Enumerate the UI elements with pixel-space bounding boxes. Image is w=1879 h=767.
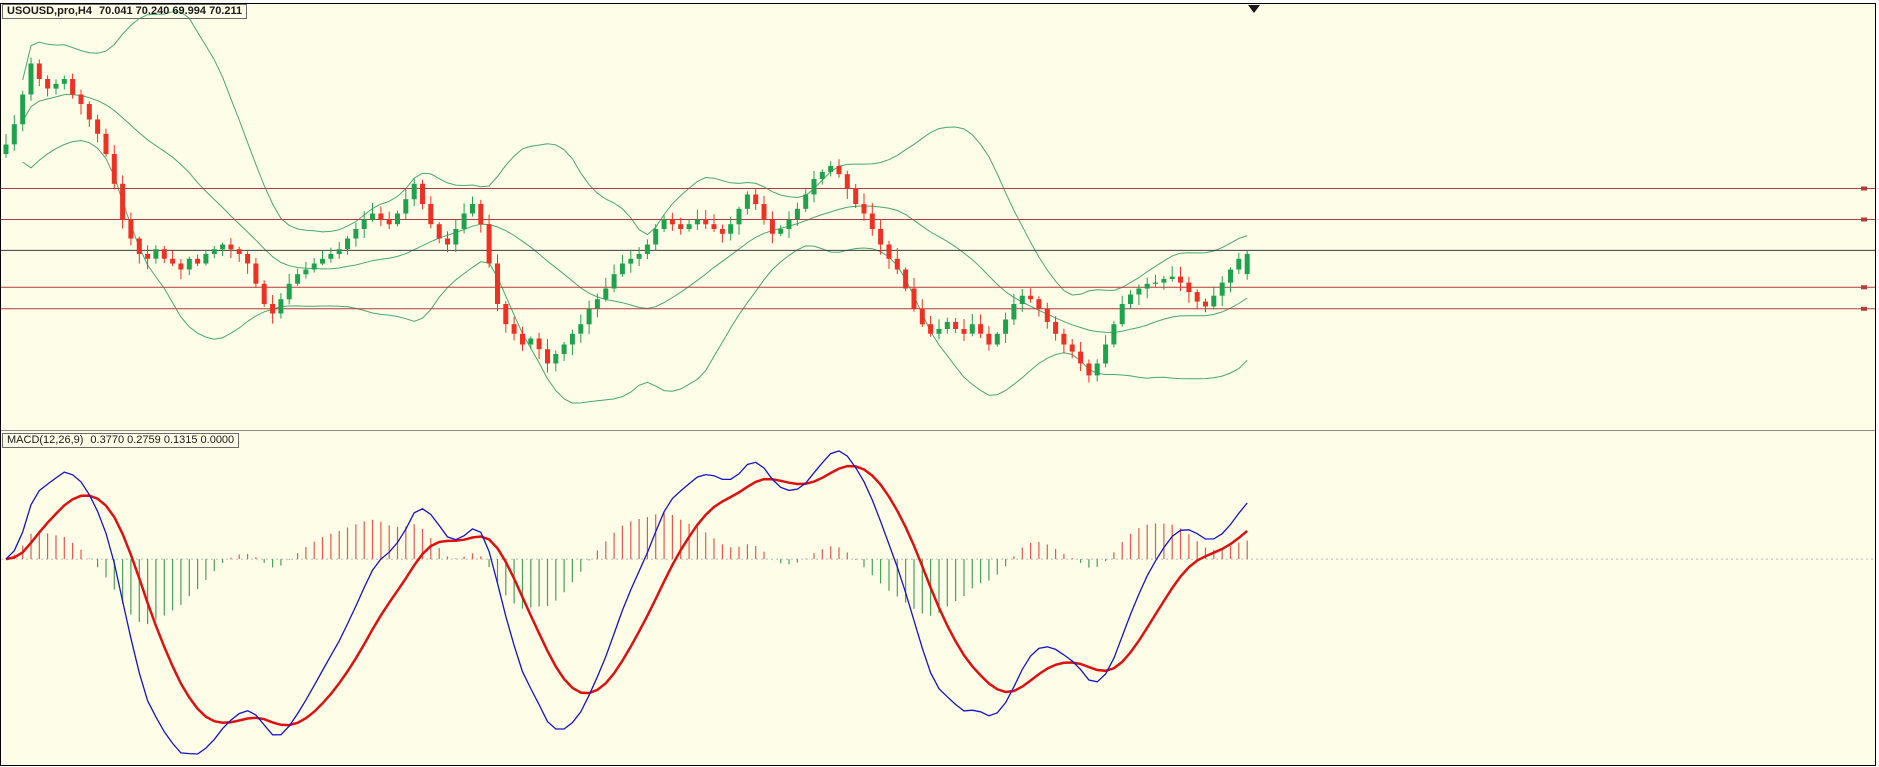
panel-resize-divider[interactable]	[1, 430, 1875, 431]
macd-values: 0.3770 0.2759 0.1315 0.0000	[90, 434, 235, 446]
symbol-ohlc-label: USOUSD,pro,H4 70.041 70.240 69.994 70.211	[2, 4, 248, 19]
bollinger-bands	[22, 11, 1248, 404]
macd-lines	[5, 450, 1249, 755]
level-right-marker	[1861, 186, 1867, 191]
candles	[3, 57, 1250, 383]
price-chart-canvas[interactable]	[1, 4, 1875, 765]
macd-name: MACD(12,26,9)	[7, 434, 84, 446]
macd-signal-line	[5, 464, 1249, 727]
symbol-name: USOUSD,pro,H4	[7, 5, 92, 17]
macd-main-line	[5, 450, 1248, 755]
chart-frame: USOUSD,pro,H4 70.041 70.240 69.994 70.211…	[0, 3, 1876, 766]
ohlc-values: 70.041 70.240 69.994 70.211	[98, 5, 243, 17]
macd-histogram	[13, 512, 1248, 625]
level-right-marker	[1861, 217, 1867, 222]
chart-shift-marker-icon[interactable]	[1248, 5, 1260, 13]
level-lines	[1, 186, 1875, 311]
level-right-marker	[1861, 306, 1867, 311]
level-right-marker	[1861, 285, 1867, 290]
macd-indicator-label: MACD(12,26,9) 0.3770 0.2759 0.1315 0.0000	[2, 433, 240, 448]
